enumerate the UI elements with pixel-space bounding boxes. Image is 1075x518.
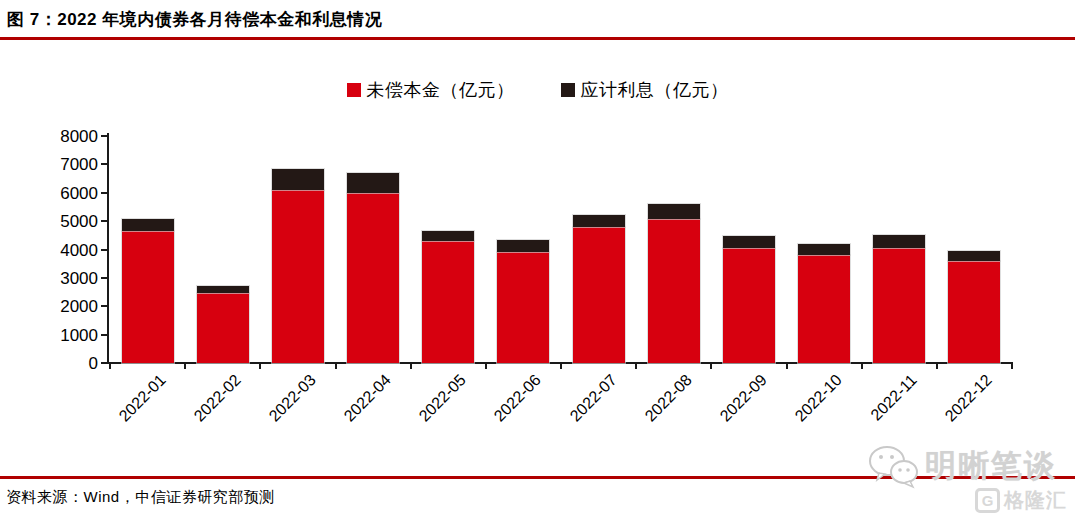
y-axis-tick [101,192,108,194]
x-axis-tick [410,363,412,369]
x-axis-tick [1011,363,1013,369]
x-axis-tick [335,363,337,369]
x-axis-tick-label: 2022-01 [115,371,169,425]
bottom-red-rule [0,476,1075,479]
x-axis-tick-label: 2022-07 [566,371,620,425]
bar-interest [648,204,700,219]
x-axis-tick [936,363,938,369]
x-axis-tick-label: 2022-04 [341,371,395,425]
y-axis-tick-label: 8000 [36,128,98,145]
bar-interest [873,235,925,248]
stacked-bar-chart: 0 1000 2000 3000 4000 5000 6000 7000 8000 2022-01… [0,0,1075,518]
bar-interest [948,251,1000,260]
x-axis-tick [109,363,111,369]
y-axis-tick [101,305,108,307]
x-axis-tick-label: 2022-03 [265,371,319,425]
x-axis-tick [635,363,637,369]
bar-principal [347,193,399,363]
bar-principal [723,248,775,363]
bar-principal [798,255,850,363]
bar-principal [197,293,249,363]
y-axis-tick [101,362,108,364]
x-axis-tick [861,363,863,369]
x-axis-tick-label: 2022-05 [416,371,470,425]
x-axis-tick-label: 2022-02 [190,371,244,425]
y-axis-tick [101,135,108,137]
y-axis-tick [101,220,108,222]
bar-principal [573,227,625,363]
bar-principal [272,190,324,363]
bar-principal [948,261,1000,363]
y-axis-tick-label: 2000 [36,298,98,315]
x-axis-tick-label: 2022-08 [641,371,695,425]
y-axis-tick-label: 3000 [36,270,98,287]
bar-interest [422,231,474,241]
bar-interest [723,236,775,248]
y-axis-tick-label: 0 [36,355,98,372]
y-axis-tick [101,163,108,165]
bar-interest [798,244,850,255]
y-axis-tick [101,249,108,251]
bar-principal [648,219,700,363]
x-axis-tick-label: 2022-12 [942,371,996,425]
bar-interest [347,173,399,192]
y-axis-tick-label: 1000 [36,327,98,344]
bar-principal [497,252,549,363]
x-axis-tick [184,363,186,369]
bar-principal [422,241,474,363]
x-axis-tick-label: 2022-10 [792,371,846,425]
x-axis-tick [259,363,261,369]
bar-principal [873,248,925,363]
y-axis-tick [101,334,108,336]
x-axis-tick [485,363,487,369]
x-axis-tick-label: 2022-06 [491,371,545,425]
bar-interest [497,240,549,252]
x-axis-tick-label: 2022-11 [868,371,921,424]
y-axis-tick [101,277,108,279]
x-axis-tick-label: 2022-09 [716,371,770,425]
bar-interest [197,286,249,293]
y-axis-tick-label: 5000 [36,213,98,230]
x-axis-tick [710,363,712,369]
x-axis-tick [560,363,562,369]
y-axis-tick-label: 4000 [36,242,98,259]
bar-principal [122,231,174,363]
y-axis-tick-label: 6000 [36,185,98,202]
bar-interest [573,215,625,227]
bar-interest [122,219,174,231]
source-note: 资料来源：Wind，中信证券研究部预测 [6,488,275,507]
bar-interest [272,169,324,190]
x-axis-tick [786,363,788,369]
y-axis-tick-label: 7000 [36,156,98,173]
